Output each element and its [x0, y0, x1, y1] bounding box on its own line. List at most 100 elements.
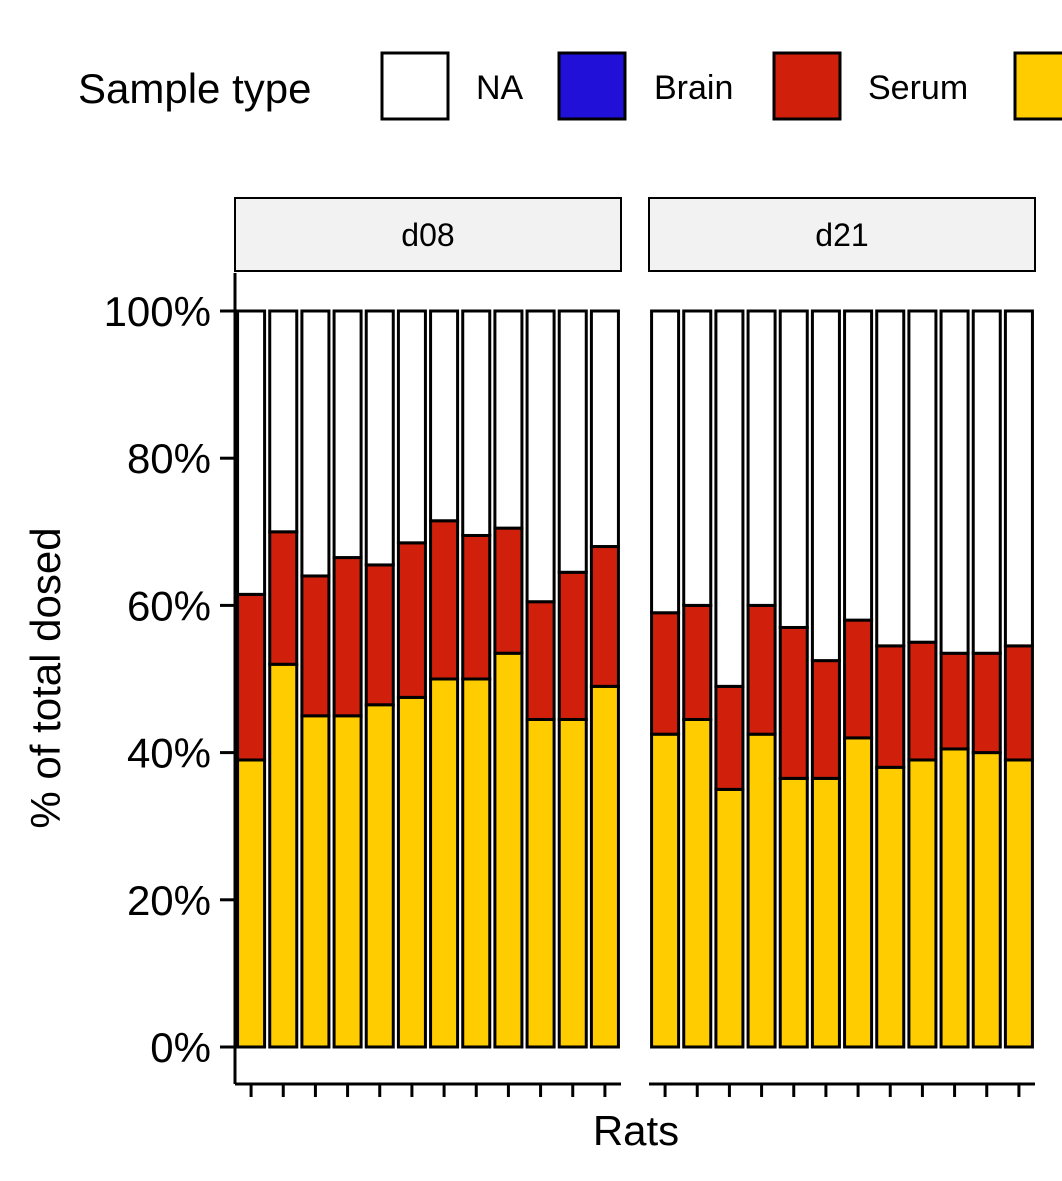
facet-strip-d08: d08: [234, 197, 622, 272]
bar-segment-serum: [429, 519, 460, 681]
bar-d21-8: [875, 309, 906, 1049]
bar-segment-na: [650, 309, 681, 615]
bar-segment-na: [429, 309, 460, 523]
bar-segment-na: [461, 309, 492, 537]
bar-d21-11: [971, 309, 1002, 1049]
y-tick-label: 0%: [150, 1024, 211, 1071]
bar-d21-6: [810, 309, 841, 1049]
bar-d08-4: [332, 309, 363, 1049]
bar-segment-na: [939, 309, 970, 655]
bar-segment-na: [746, 309, 777, 607]
bar-segment-yellow: [971, 751, 1002, 1049]
bar-segment-na: [714, 309, 745, 688]
bar-d21-2: [682, 309, 713, 1049]
bar-segment-na: [396, 309, 427, 545]
bar-segment-yellow: [843, 736, 874, 1049]
bar-segment-serum: [682, 603, 713, 721]
y-axis: 0% 20% 40% 60% 80% 100%: [104, 273, 237, 1084]
bar-segment-serum: [714, 684, 745, 791]
facet-label-d08: d08: [401, 217, 454, 253]
bar-segment-serum: [236, 592, 267, 762]
bar-segment-yellow: [939, 747, 970, 1049]
bar-segment-yellow: [650, 732, 681, 1049]
x-axis-title: Rats: [593, 1107, 679, 1154]
bar-d21-10: [939, 309, 970, 1049]
legend-label-na: NA: [476, 69, 524, 107]
bar-d08-7: [429, 309, 460, 1049]
bar-segment-yellow: [810, 776, 841, 1049]
bar-segment-yellow: [525, 717, 556, 1049]
bar-segment-serum: [268, 530, 299, 666]
y-tick-label: 80%: [127, 435, 211, 482]
bar-segment-serum: [557, 570, 588, 721]
bar-segment-na: [236, 309, 267, 596]
bar-segment-yellow: [300, 714, 331, 1049]
bar-segment-serum: [971, 651, 1002, 755]
bar-segment-na: [971, 309, 1002, 655]
legend-key-serum: [772, 51, 842, 121]
bar-segment-na: [907, 309, 938, 644]
bar-segment-yellow: [589, 684, 620, 1049]
bar-segment-na: [682, 309, 713, 607]
bar-segment-yellow: [236, 758, 267, 1049]
bar-d21-7: [843, 309, 874, 1049]
bar-d08-5: [364, 309, 395, 1049]
y-tick-label: 20%: [127, 877, 211, 924]
legend-title: Sample type: [78, 65, 311, 112]
bar-segment-na: [525, 309, 556, 604]
bar-d21-9: [907, 309, 938, 1049]
legend-label-serum: Serum: [868, 69, 968, 107]
bar-segment-yellow: [364, 703, 395, 1049]
bar-segment-yellow: [557, 717, 588, 1049]
bar-segment-na: [810, 309, 841, 663]
bar-segment-serum: [589, 545, 620, 688]
bar-segment-na: [493, 309, 524, 530]
bar-segment-yellow: [1003, 758, 1034, 1049]
bar-segment-na: [843, 309, 874, 622]
y-axis-title: % of total dosed: [22, 527, 69, 828]
bar-segment-yellow: [714, 787, 745, 1049]
bar-d08-6: [396, 309, 427, 1049]
bar-segment-yellow: [682, 717, 713, 1049]
bar-d21-3: [714, 309, 745, 1049]
bar-d08-3: [300, 309, 331, 1049]
bar-segment-na: [300, 309, 331, 578]
bar-segment-serum: [907, 640, 938, 762]
bar-d08-2: [268, 309, 299, 1049]
bar-d08-8: [461, 309, 492, 1049]
bar-segment-serum: [875, 644, 906, 769]
bar-d08-11: [557, 309, 588, 1049]
bar-d21-12: [1003, 309, 1034, 1049]
bar-segment-yellow: [461, 677, 492, 1049]
bar-d08-10: [525, 309, 556, 1049]
bar-segment-serum: [778, 625, 809, 780]
bar-segment-na: [589, 309, 620, 549]
bar-segment-yellow: [493, 651, 524, 1049]
bar-segment-serum: [332, 556, 363, 718]
bar-d08-9: [493, 309, 524, 1049]
bar-segment-serum: [396, 541, 427, 699]
bar-segment-yellow: [332, 714, 363, 1049]
bar-segment-serum: [461, 533, 492, 681]
bars: [236, 309, 1034, 1049]
bar-segment-serum: [843, 618, 874, 740]
bar-segment-yellow: [396, 695, 427, 1049]
x-axis: [235, 1082, 1035, 1097]
bar-segment-yellow: [778, 776, 809, 1049]
y-tick-label: 100%: [104, 288, 211, 335]
facet-d21: [650, 309, 1034, 1049]
bar-segment-serum: [1003, 644, 1034, 762]
bar-segment-na: [778, 309, 809, 629]
facet-d08: [236, 309, 620, 1049]
bar-segment-serum: [810, 659, 841, 780]
bar-segment-na: [364, 309, 395, 567]
bar-segment-yellow: [268, 662, 299, 1049]
legend-label-brain: Brain: [654, 69, 733, 107]
bar-segment-serum: [746, 603, 777, 736]
legend-key-na: [380, 51, 450, 121]
bar-segment-serum: [300, 574, 331, 718]
legend-key-brain: [557, 51, 627, 121]
bar-d08-12: [589, 309, 620, 1049]
bar-segment-na: [268, 309, 299, 534]
